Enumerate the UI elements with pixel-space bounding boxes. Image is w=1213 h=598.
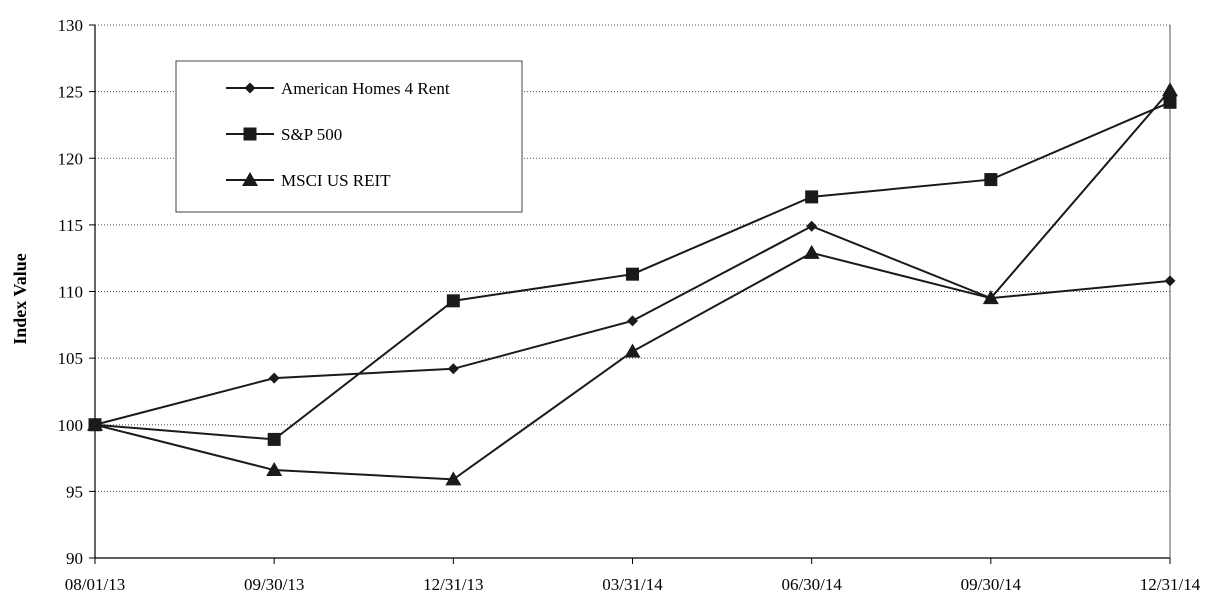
y-tick-label: 120	[58, 149, 84, 168]
y-tick-label: 105	[58, 349, 84, 368]
legend-box	[175, 60, 523, 213]
x-tick-label: 09/30/13	[244, 575, 304, 594]
data-point	[626, 267, 639, 281]
y-tick-label: 100	[58, 416, 84, 435]
data-point	[1162, 82, 1178, 97]
data-point	[446, 294, 460, 308]
x-tick-label: 09/30/14	[961, 575, 1022, 594]
y-tick-label: 95	[66, 482, 83, 501]
data-point	[1163, 95, 1177, 109]
x-tick-label: 12/31/13	[423, 575, 483, 594]
data-point	[267, 432, 281, 446]
data-point	[447, 363, 459, 375]
data-point	[805, 190, 819, 204]
y-tick-label: 130	[58, 16, 84, 35]
legend-entry: S&P 500	[226, 125, 342, 144]
y-tick-label: 110	[58, 283, 83, 302]
data-point	[982, 290, 999, 305]
x-tick-label: 08/01/13	[65, 575, 125, 594]
series-triangle	[87, 82, 1178, 486]
x-tick-label: 12/31/14	[1140, 575, 1201, 594]
y-tick-label: 115	[58, 216, 83, 235]
y-tick-label: 90	[66, 549, 83, 568]
series-diamond	[89, 220, 1176, 431]
data-point	[266, 462, 283, 477]
legend: American Homes 4 Rent S&P 500 MSCI US REIT	[175, 60, 523, 213]
y-axis-ticks: 90 95 100 105 110 115 120 125 130	[58, 16, 95, 568]
data-point	[627, 315, 638, 327]
legend-label: American Homes 4 Rent	[281, 79, 450, 98]
y-tick-label: 125	[58, 83, 84, 102]
legend-label: S&P 500	[281, 125, 342, 144]
data-point	[806, 220, 818, 232]
x-tick-label: 06/30/14	[781, 575, 842, 594]
data-point	[624, 343, 641, 358]
data-point	[87, 416, 103, 431]
legend-marker	[244, 82, 256, 94]
legend-entry: MSCI US REIT	[226, 171, 391, 190]
data-point	[268, 372, 280, 384]
legend-entry: American Homes 4 Rent	[226, 79, 450, 98]
data-point	[803, 244, 820, 259]
legend-marker	[243, 127, 257, 141]
data-point	[445, 471, 462, 486]
data-point	[984, 173, 998, 187]
series-layer	[87, 82, 1178, 486]
data-point	[1164, 275, 1176, 287]
y-axis-title: Index Value	[10, 253, 30, 345]
legend-marker	[242, 172, 258, 186]
x-tick-label: 03/31/14	[602, 575, 663, 594]
legend-label: MSCI US REIT	[281, 171, 391, 190]
series-square	[88, 95, 1177, 446]
x-axis-ticks: 08/01/13 09/30/13 12/31/13 03/31/14 06/30/14…	[65, 558, 1201, 594]
